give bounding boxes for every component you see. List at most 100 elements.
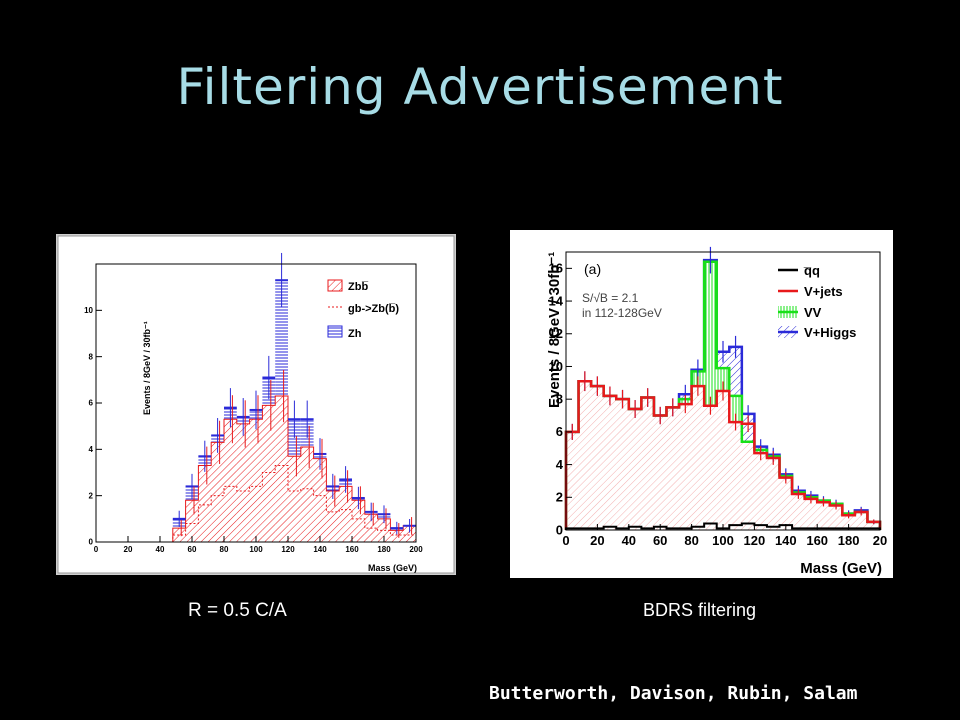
right-xtick-label: 80 [684,533,698,548]
zbb-bin [326,491,340,542]
right-xtick-label: 120 [744,533,766,548]
zbb-bin [211,442,224,542]
caption-right: BDRS filtering [643,600,757,620]
vjets-bin [591,386,604,530]
vjets-bin [641,397,654,530]
zbb-bin [390,530,404,542]
sqrt-sb-text: S/√B = 2.1 [582,291,639,305]
right-xtick-label: 100 [712,533,734,548]
vjets-bin [741,423,755,530]
vjets-bin [829,505,843,530]
vjets-bin [653,415,667,530]
qq-line [565,522,881,530]
vjets-bin [766,458,780,530]
zbb-bin [377,518,391,542]
vjets-bin [854,512,868,530]
slide-title: Filtering Advertisement [176,58,784,116]
caption-left: R = 0.5 C/A [188,600,287,621]
gb-line [96,465,417,543]
zbb-bin [339,486,352,542]
vjets-bin [578,381,592,530]
left-ytick-label: 10 [84,306,93,315]
zbb-bin [262,405,276,542]
right-xtick-label: 40 [622,533,636,548]
vjets-bin [691,386,705,530]
legend-label-vv: VV [804,305,822,320]
legend-left: Zbb̅ gb->Zb(b̅) Zh [327,279,399,340]
legend-label-vjets: V+jets [804,284,843,299]
histogram-right-panel: 0 20 40 60 80 100 120 140 160 180 20 0 2 4 6 8 10 12 14 16 … [510,230,893,578]
vjets-bin [817,502,830,530]
left-xtick-label: 0 [94,545,99,554]
left-xtick-label: 160 [345,545,359,554]
vjets-bin [842,515,855,530]
vjets-bin [779,477,793,530]
histogram-left-panel: 0 20 40 60 80 100 120 140 160 180 200 0 2 4 6 8 10 Event… [56,234,456,575]
vjets-bin [704,405,717,530]
vv-bin [704,261,717,406]
right-ytick-label: 6 [556,424,563,439]
right-xtick-label: 160 [806,533,828,548]
legend-right: q̅q V+jets VV V+Higgs [778,263,856,340]
right-xtick-label: 20 [590,533,604,548]
zbb-bin [403,525,416,542]
left-xtick-label: 140 [313,545,327,554]
authors-credit: Butterworth, Davison, Rubin, Salam [489,683,858,704]
right-xtick-label: 20 [873,533,887,548]
xlabel-left: Mass (GeV) [368,563,417,573]
right-ytick-label: 0 [556,522,563,537]
vjets-bin [716,391,730,530]
left-ytick-label: 6 [89,399,94,408]
vjets-bin [804,498,818,530]
zbb-bin [313,458,327,542]
xlabel-right: Mass (GeV) [800,560,882,577]
legend-swatch-zh [327,325,343,338]
legend-label-zbb: Zbb̅ [348,281,369,293]
zbb-bin [288,456,301,542]
right-xtick-label: 180 [838,533,860,548]
right-ytick-label: 16 [549,261,563,276]
vjets-bin [754,453,767,530]
mass-window-text: in 112-128GeV [582,306,662,320]
legend-label-vhiggs: V+Higgs [804,325,856,340]
vjets-bin [603,395,617,530]
right-ytick-label: 4 [556,457,564,472]
left-ytick-label: 8 [89,352,94,361]
annotation-a: (a) [584,261,601,277]
zbb-bin [352,500,365,542]
right-xtick-label: 140 [775,533,797,548]
left-ytick-label: 0 [89,538,94,547]
zbb-bin [172,528,186,542]
legend-label-zh: Zh [348,328,362,340]
left-xtick-label: 40 [156,545,165,554]
right-ytick-label: 12 [549,326,563,341]
left-xtick-label: 200 [409,545,423,554]
zbb-bin [236,423,250,542]
vjets-bin [729,422,742,530]
zbb-bin [185,500,199,542]
zbb-bin [198,465,212,542]
vhiggs-bin [729,346,742,396]
zbb-bin [300,447,314,542]
legend-label-qq: q̅q [804,263,820,278]
vjets-bin [566,431,579,530]
legend-label-gb: gb->Zb(b̅) [348,303,399,315]
left-xtick-label: 60 [188,545,197,554]
right-xtick-label: 60 [653,533,667,548]
vjets-bin [628,408,642,530]
left-ytick-label: 2 [89,491,94,500]
zbb-bin [224,419,237,542]
histogram-right: 0 20 40 60 80 100 120 140 160 180 200246810121416 … [546,246,887,577]
left-xtick-label: 180 [377,545,391,554]
right-ytick-label: 10 [549,359,563,374]
legend-swatch-zbb [327,279,343,292]
vv-bin [729,395,742,423]
right-ytick-label: 2 [556,490,563,505]
left-ytick-label: 4 [89,445,94,454]
left-xtick-label: 120 [281,545,295,554]
vv-bin [716,368,730,391]
left-xtick-label: 80 [220,545,229,554]
zbb-bin [275,396,288,542]
vjets-bin [666,407,680,530]
vjets-bin [616,399,629,530]
